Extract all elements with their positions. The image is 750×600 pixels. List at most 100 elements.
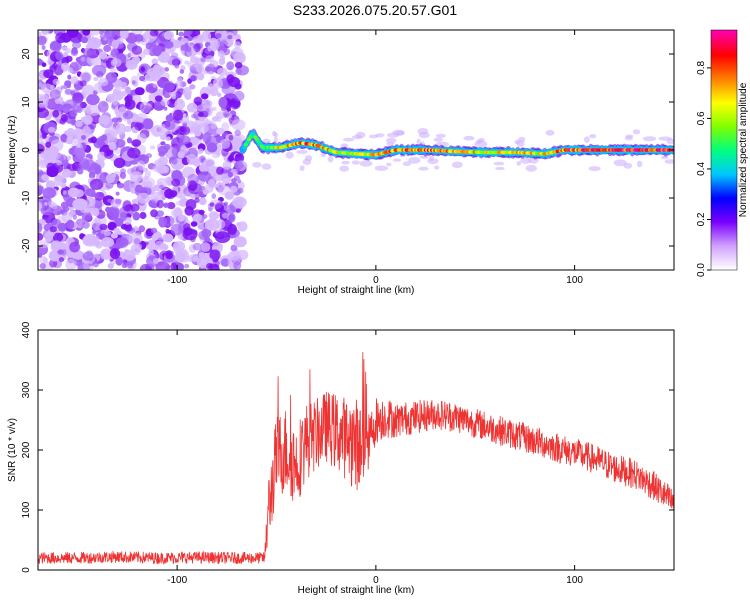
colorbar-cell <box>711 244 737 247</box>
noise-blob <box>79 71 92 83</box>
signal-ridge <box>239 128 674 161</box>
noise-blob <box>221 152 227 157</box>
faint-blob <box>408 157 421 164</box>
noise-blob <box>234 61 243 69</box>
colorbar-cell <box>711 184 737 187</box>
colorbar-cell <box>711 40 737 43</box>
faint-blob <box>385 137 397 144</box>
noise-blob <box>198 122 209 134</box>
noise-blob <box>150 209 158 218</box>
noise-blob <box>163 202 169 208</box>
colorbar-cell <box>711 208 737 211</box>
noise-blob <box>60 182 67 188</box>
figure-title: S233.2026.075.20.57.G01 <box>293 2 457 18</box>
noise-blob <box>100 237 115 248</box>
faint-blob <box>261 163 272 170</box>
noise-blob <box>59 118 66 125</box>
noise-blob <box>169 190 178 198</box>
noise-blob <box>110 142 115 147</box>
noise-blob <box>66 83 71 89</box>
colorbar-gradient <box>711 30 737 271</box>
colorbar-cell <box>711 74 737 77</box>
noise-blob <box>91 64 107 77</box>
noise-blob <box>82 125 92 137</box>
colorbar-cell <box>711 110 737 113</box>
faint-blob <box>520 157 532 164</box>
colorbar-cell <box>711 154 737 157</box>
noise-blob <box>42 187 56 199</box>
noise-blob <box>49 232 55 238</box>
noise-blob <box>47 126 56 133</box>
noise-blob <box>182 113 187 118</box>
noise-blob <box>155 165 167 174</box>
ridge-core <box>243 142 248 147</box>
colorbar-cell <box>711 90 737 93</box>
colorbar-cell <box>711 268 737 271</box>
noise-blob <box>140 105 152 114</box>
colorbar-cell <box>711 196 737 199</box>
noise-blob <box>214 202 227 212</box>
noise-blob <box>152 45 162 57</box>
noise-blob <box>164 120 176 131</box>
colorbar-cell <box>711 64 737 67</box>
noise-blob <box>115 237 129 248</box>
colorbar-cell <box>711 54 737 57</box>
noise-blob <box>73 129 83 140</box>
noise-blob <box>115 256 123 266</box>
y-tick-label: 0 <box>21 567 32 573</box>
noise-blob <box>139 211 147 220</box>
noise-blob <box>156 177 168 188</box>
noise-blob <box>38 252 43 258</box>
noise-blob <box>171 39 182 49</box>
noise-blob <box>231 119 246 131</box>
noise-blob <box>38 222 43 233</box>
colorbar-cell <box>711 258 737 261</box>
noise-blob <box>187 180 198 191</box>
noise-blob <box>77 167 84 175</box>
noise-blob <box>222 212 229 219</box>
colorbar-cell <box>711 252 737 255</box>
noise-blob <box>38 169 44 176</box>
noise-blob <box>154 99 163 107</box>
noise-blob <box>189 56 200 64</box>
colorbar-tick-label: 0.6 <box>696 111 707 125</box>
noise-blob <box>228 134 234 141</box>
noise-blob <box>149 30 159 37</box>
colorbar-cell <box>711 36 737 39</box>
noise-blob <box>160 134 167 141</box>
noise-blob <box>105 72 118 84</box>
faint-blob <box>339 165 350 172</box>
colorbar-cell <box>711 118 737 121</box>
noise-blob <box>177 77 183 83</box>
colorbar-cell <box>711 42 737 45</box>
noise-blob <box>129 183 136 191</box>
noise-blob <box>187 36 193 42</box>
faint-blob <box>359 160 373 167</box>
noise-blob <box>38 35 47 46</box>
faint-blob <box>632 129 641 135</box>
noise-blob <box>71 41 82 49</box>
colorbar-cell <box>711 156 737 159</box>
faint-blob <box>664 159 674 164</box>
top-y-axis-label: Frequency (Hz) <box>7 116 18 185</box>
noise-blob <box>186 102 198 113</box>
noise-blob <box>183 223 191 231</box>
noise-blob <box>114 218 124 227</box>
noise-blob <box>57 249 64 255</box>
colorbar-cell <box>711 218 737 221</box>
noise-blob <box>49 89 61 100</box>
noise-blob <box>50 139 64 152</box>
noise-blob <box>103 44 112 53</box>
colorbar-cell <box>711 226 737 229</box>
noise-blob <box>38 93 44 102</box>
noise-blob <box>51 202 58 210</box>
noise-blob <box>81 211 92 222</box>
colorbar-ticks: 0.0 0.2 0.4 0.6 0.8 <box>696 61 711 277</box>
noise-blob <box>233 236 247 248</box>
noise-blob <box>196 214 202 222</box>
faint-blob <box>416 138 421 144</box>
colorbar-cell <box>711 62 737 65</box>
noise-blob <box>166 178 174 187</box>
noise-blob <box>128 232 143 245</box>
noise-blob <box>124 125 132 133</box>
